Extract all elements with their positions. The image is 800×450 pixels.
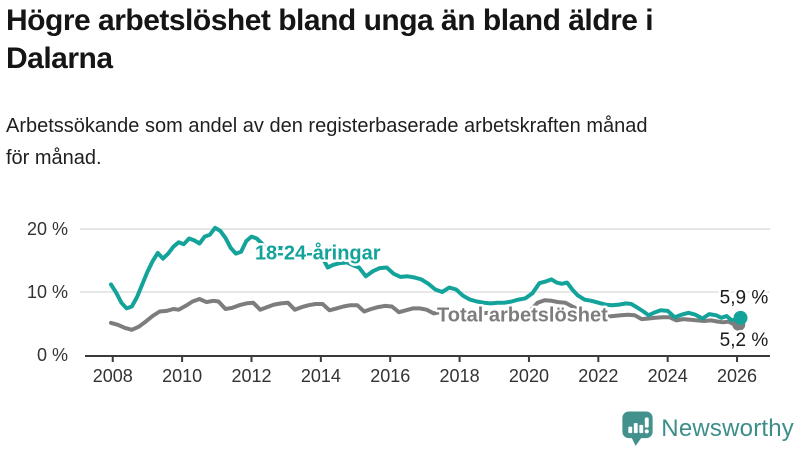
newsworthy-brand-text: Newsworthy (661, 414, 794, 442)
x-tick-label: 2012 (231, 366, 271, 386)
x-tick-label: 2020 (509, 366, 549, 386)
title-line-1: Högre arbetslöshet bland unga än bland ä… (6, 4, 654, 37)
newsworthy-icon (622, 411, 653, 446)
chart-subtitle: Arbetssökande som andel av den registerb… (6, 110, 796, 174)
line-chart: 2008 2010 2012 2014 2016 2018 2020 2022 2024 2026… (27, 219, 771, 386)
x-tick-label: 2018 (440, 366, 480, 386)
series-line-total (109, 297, 743, 332)
end-dot-youth (733, 310, 748, 325)
subtitle-line-2: för månad. (6, 147, 102, 169)
y-tick-label: 0 % (37, 345, 68, 365)
end-value-label-total: 5,2 % (720, 330, 769, 351)
x-tick-label: 2024 (648, 366, 688, 386)
y-tick-label: 10 % (27, 282, 68, 302)
x-tick-label: 2026 (717, 366, 757, 386)
x-tick-label: 2022 (578, 366, 618, 386)
series-label-total: Total arbetslöshet (437, 305, 608, 327)
subtitle-line-1: Arbetssökande som andel av den registerb… (6, 115, 648, 137)
x-tick-label: 2016 (370, 366, 410, 386)
page-title: Högre arbetslöshet bland unga än bland ä… (6, 2, 796, 78)
x-tick-label: 2014 (301, 366, 341, 386)
newsworthy-logo[interactable]: Newsworthy (621, 410, 794, 447)
series-label-youth: 18-24-åringar (255, 241, 381, 264)
title-line-2: Dalarna (6, 42, 113, 75)
series-line-youth (109, 225, 743, 323)
y-tick-label: 20 % (27, 219, 68, 239)
x-tick-label: 2008 (93, 366, 133, 386)
x-tick-label: 2010 (162, 366, 202, 386)
end-value-label-youth: 5,9 % (720, 287, 769, 308)
